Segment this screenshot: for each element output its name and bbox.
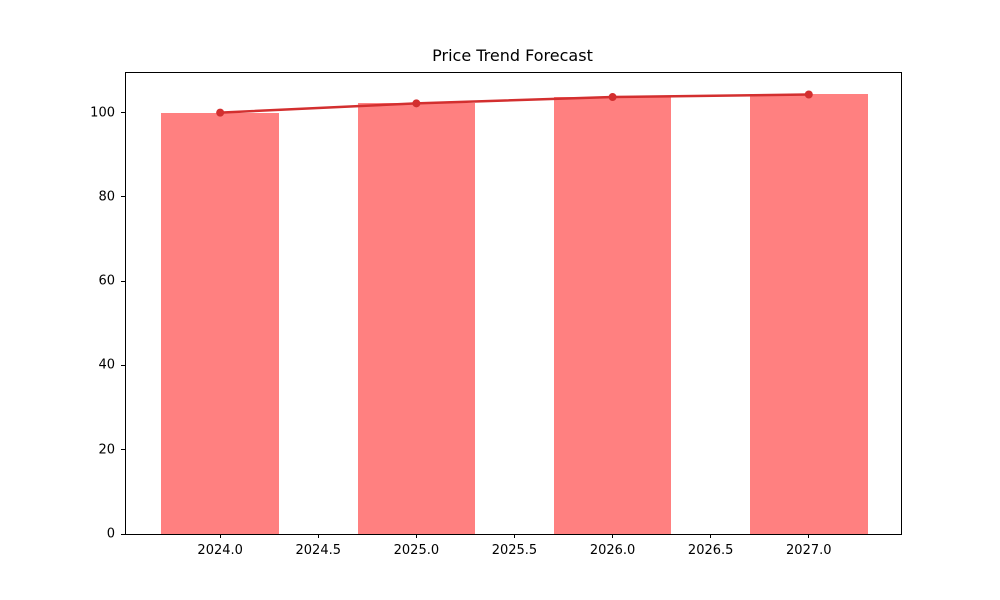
y-tick-label: 0 [106,526,115,542]
x-tick-label: 2027.0 [786,543,832,558]
bar-2027 [749,94,868,534]
bar-2026 [553,97,672,534]
y-tick-mark [121,533,125,535]
y-tick-mark [121,280,125,282]
y-tick-mark [121,196,125,198]
y-tick-label: 80 [98,189,115,205]
y-tick-mark [121,449,125,451]
x-tick-mark [710,534,712,538]
y-tick-label: 40 [98,357,115,373]
x-tick-mark [612,534,614,538]
data-point-marker-2025 [412,99,421,108]
data-point-marker-2027 [804,90,813,99]
y-tick-mark [121,364,125,366]
plot-area: 2024.0 2024.5 2025.0 2025.5 2026.0 2026.5 2027… [90,72,902,558]
y-tick-mark [121,112,125,114]
y-tick-label: 20 [98,442,115,458]
x-tick-label: 2025.5 [491,543,538,558]
x-tick-mark [219,534,221,538]
x-tick-mark [415,534,417,538]
x-tick-label: 2025.0 [393,543,440,558]
bar-2025 [357,103,476,534]
data-point-marker-2024 [216,108,225,117]
x-tick-label: 2024.0 [197,543,243,558]
x-tick-mark [317,534,319,538]
trend-line [218,93,811,114]
trend-line-svg [216,90,813,117]
x-tick-mark [513,534,515,538]
data-point-marker-2026 [608,93,617,102]
x-tick-label: 2026.5 [687,543,734,558]
x-tick-label: 2024.5 [295,543,342,558]
x-tick-mark [808,534,810,538]
bars-layer [126,73,901,534]
x-tick-label: 2026.0 [589,543,636,558]
y-tick-label: 60 [98,273,115,289]
bar-2024 [161,112,280,534]
chart-title: Price Trend Forecast [432,46,593,65]
y-tick-label: 100 [90,105,115,121]
